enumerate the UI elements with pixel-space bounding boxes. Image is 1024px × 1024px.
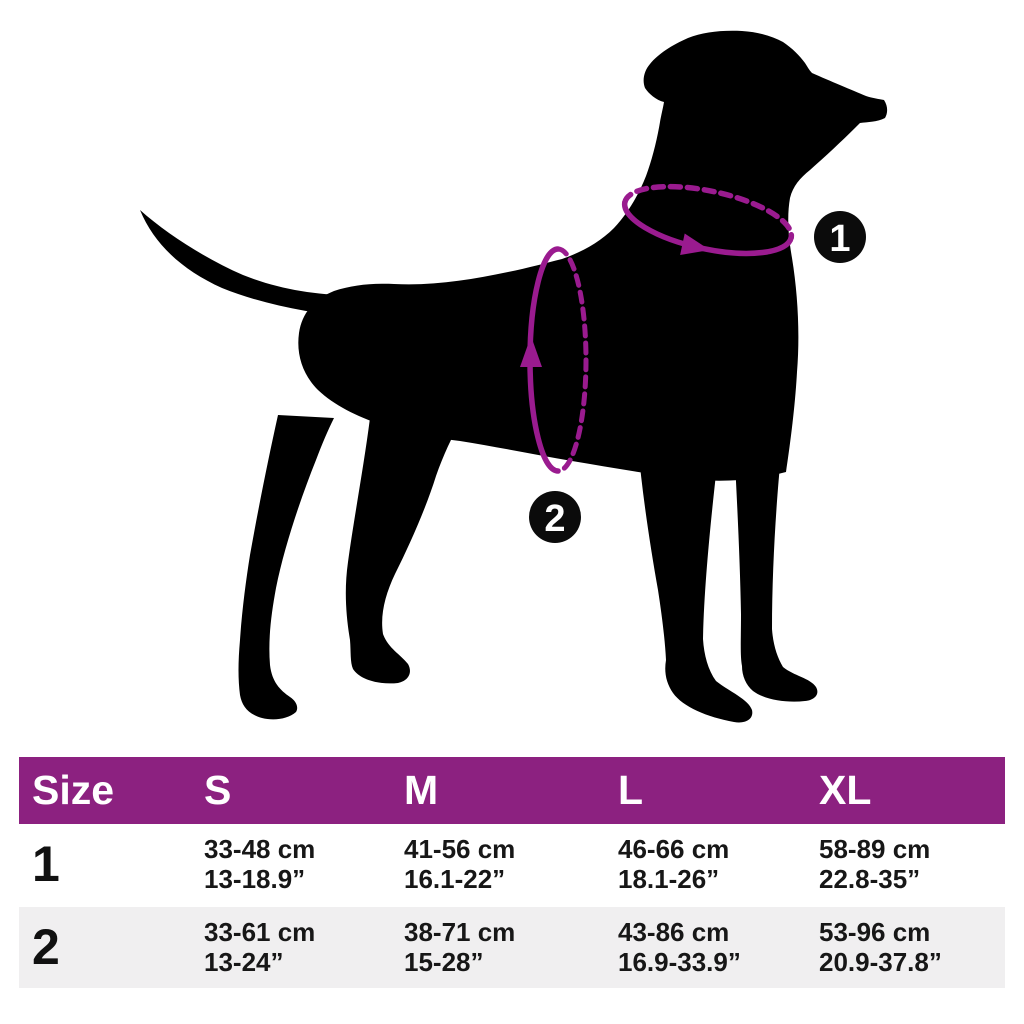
neck-measure-arrowhead <box>680 233 710 255</box>
row-2-m-cm: 38-71 cm <box>404 917 516 947</box>
row-2-size-xl: 53-96 cm 20.9-37.8” <box>819 917 942 977</box>
row-2-size-s: 33-61 cm 13-24” <box>204 917 315 977</box>
row-2-size-m: 38-71 cm 15-28” <box>404 917 515 977</box>
size-table-header: Size S M L XL <box>19 757 1005 824</box>
header-col-m: M <box>404 767 439 813</box>
chest-measurement <box>520 246 589 474</box>
chest-ellipse-dashed-arc <box>555 246 589 474</box>
row-2-s-cm: 33-61 cm <box>204 917 316 947</box>
row-1-size-s: 33-48 cm 13-18.9” <box>204 834 315 894</box>
row-1-s-in: 13-18.9” <box>204 864 306 894</box>
dog-silhouette-body <box>298 30 888 481</box>
badge-2: 2 <box>529 491 581 543</box>
header-col-s: S <box>204 767 232 813</box>
chest-measure-arrowhead <box>520 336 542 367</box>
row-1-m-cm: 41-56 cm <box>404 834 516 864</box>
row-2-s-in: 13-24” <box>204 947 284 977</box>
row-2-label: 2 <box>32 918 60 975</box>
size-table: Size S M L XL 1 33-48 cm 13-18.9” 41-56 … <box>19 757 1005 988</box>
row-1-m-in: 16.1-22” <box>404 864 506 894</box>
header-col-l: L <box>618 767 644 813</box>
header-col-xl: XL <box>819 767 872 813</box>
badge-1-circle <box>814 211 866 263</box>
row-1-size-xl: 58-89 cm 22.8-35” <box>819 834 930 894</box>
table-row-2: 2 33-61 cm 13-24” 38-71 cm 15-28” 43-86 … <box>19 907 1005 988</box>
dog-hind-leg-far <box>238 415 334 720</box>
header-size: Size <box>32 767 115 813</box>
badge-2-label: 2 <box>544 498 565 540</box>
row-2-size-l: 43-86 cm 16.9-33.9” <box>618 917 741 977</box>
dog-hind-leg-near <box>345 418 462 684</box>
row-2-l-cm: 43-86 cm <box>618 917 730 947</box>
row-1-l-in: 18.1-26” <box>618 864 720 894</box>
badge-1-label: 1 <box>829 218 850 260</box>
row-1-s-cm: 33-48 cm <box>204 834 316 864</box>
badge-1: 1 <box>814 211 866 263</box>
row-1-size-l: 46-66 cm 18.1-26” <box>618 834 729 894</box>
badge-2-circle <box>529 491 581 543</box>
row-2-l-in: 16.9-33.9” <box>618 947 741 977</box>
neck-ellipse-dashed-arc <box>622 183 795 241</box>
row-1-size-m: 41-56 cm 16.1-22” <box>404 834 515 894</box>
row-1-label: 1 <box>32 835 60 892</box>
row-1-l-cm: 46-66 cm <box>618 834 730 864</box>
row-1-xl-cm: 58-89 cm <box>819 834 931 864</box>
row-2-m-in: 15-28” <box>404 947 484 977</box>
table-row-1: 1 33-48 cm 13-18.9” 41-56 cm 16.1-22” 46… <box>19 824 1005 905</box>
row-2-xl-in: 20.9-37.8” <box>819 947 942 977</box>
dog-front-leg-far <box>638 445 753 723</box>
dog-front-leg-near <box>734 442 818 702</box>
row-1-xl-in: 22.8-35” <box>819 864 921 894</box>
row-2-xl-cm: 53-96 cm <box>819 917 931 947</box>
neck-measurement <box>621 183 795 257</box>
